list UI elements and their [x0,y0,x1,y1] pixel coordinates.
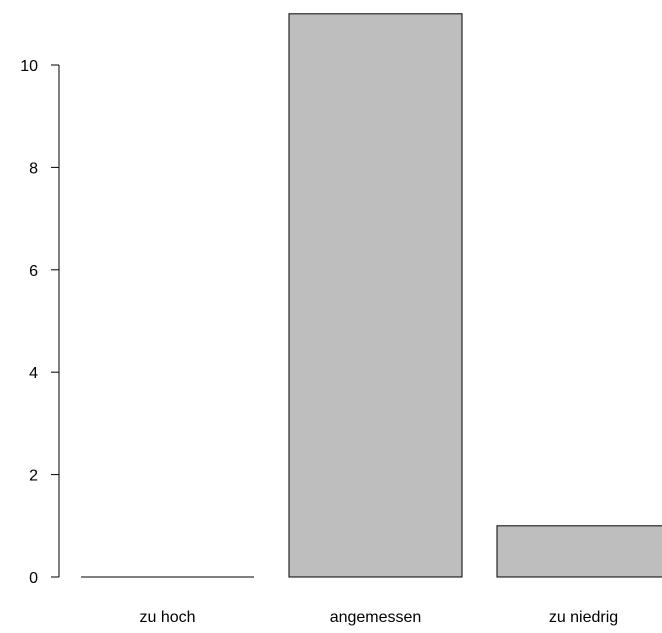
bar [496,525,662,578]
x-category-label: zu niedrig [549,609,618,626]
bar [288,13,463,578]
y-tick-label: 8 [29,160,38,177]
y-tick-label: 2 [29,468,38,485]
y-tick-label: 6 [29,263,38,280]
y-tick-label: 4 [29,365,38,382]
bars [81,13,662,578]
x-axis-labels: zu hoch angemessen zu niedrig [139,609,618,626]
x-category-label: zu hoch [139,609,195,626]
y-axis-ticks: 0 2 4 6 8 10 [20,58,59,587]
y-tick-label: 10 [20,58,38,75]
x-category-label: angemessen [330,609,422,626]
y-tick-label: 0 [29,570,38,587]
